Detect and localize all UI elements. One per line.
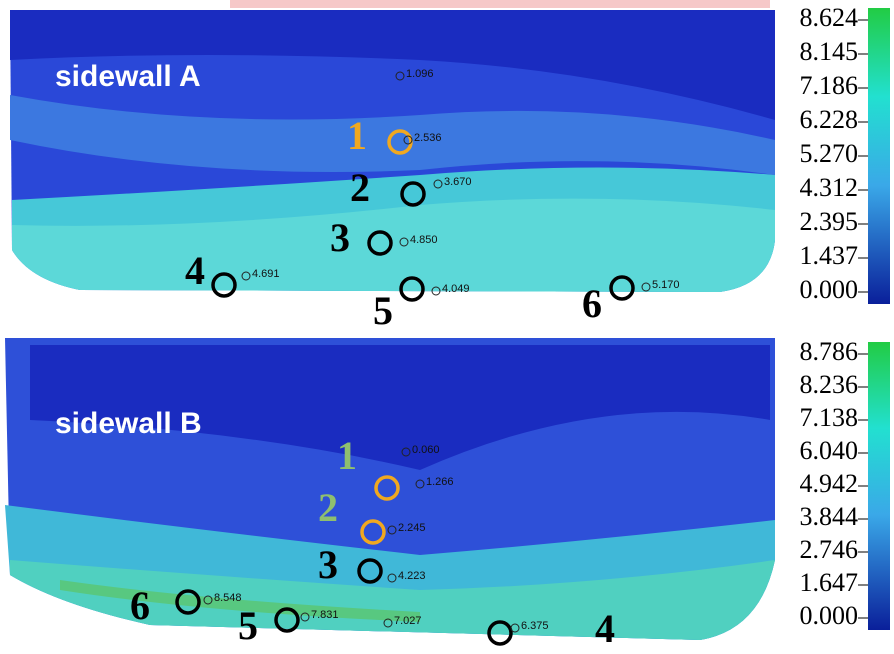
marker-number: 6 — [130, 583, 150, 628]
marker-number: 5 — [373, 288, 393, 333]
marker-number: 6 — [582, 281, 602, 326]
legend-label: 5.270 — [800, 139, 859, 168]
marker-number: 1 — [337, 433, 357, 478]
legend-label: 7.186 — [800, 71, 859, 100]
marker-number: 5 — [238, 603, 258, 648]
probe-value: 4.223 — [398, 570, 426, 582]
marker-number: 2 — [318, 485, 338, 530]
marker-number: 3 — [330, 215, 350, 260]
legend-label: 6.228 — [800, 105, 859, 134]
contour-field-a — [10, 0, 775, 292]
panel-label: sidewall B — [55, 407, 202, 440]
probe-value: 4.691 — [252, 268, 280, 280]
legend-label: 3.844 — [800, 502, 859, 531]
legend-label: 7.138 — [800, 403, 859, 432]
marker-number: 4 — [595, 606, 615, 651]
contour-field-b — [5, 338, 775, 640]
legend-label: 8.786 — [800, 337, 859, 366]
legend-label: 4.312 — [800, 173, 859, 202]
color-bar — [868, 8, 890, 304]
color-bar — [868, 342, 890, 630]
probe-value: 5.170 — [652, 279, 680, 291]
legend-label: 0.000 — [800, 601, 859, 630]
marker-number: 3 — [318, 542, 338, 587]
legend-label: 2.395 — [800, 207, 859, 236]
marker-number: 2 — [350, 165, 370, 210]
marker-number: 4 — [185, 248, 205, 293]
probe-value: 4.850 — [410, 234, 438, 246]
legend-label: 6.040 — [800, 436, 859, 465]
figure: sidewall A 8.624 8.145 7.186 6.228 5.270 4.312… — [0, 0, 894, 654]
probe-value: 2.536 — [414, 132, 442, 144]
probe-value: 4.049 — [442, 283, 470, 295]
legend-label: 1.437 — [800, 241, 859, 270]
legend-label: 8.624 — [800, 3, 859, 32]
probe-value: 2.245 — [398, 522, 426, 534]
probe-value: 0.060 — [412, 444, 440, 456]
probe-value: 7.027 — [394, 615, 422, 627]
legend-label: 0.000 — [800, 275, 859, 304]
legend-label: 8.236 — [800, 370, 859, 399]
probe-value: 6.375 — [521, 620, 549, 632]
legend-label: 2.746 — [800, 535, 859, 564]
legend-label: 1.647 — [800, 568, 859, 597]
probe-value: 3.670 — [444, 176, 472, 188]
panel-label: sidewall A — [55, 60, 201, 93]
marker-number: 1 — [347, 113, 367, 158]
probe-value: 7.831 — [311, 609, 339, 621]
legend-label: 4.942 — [800, 469, 859, 498]
probe-value: 1.266 — [426, 476, 454, 488]
legend-label: 8.145 — [800, 37, 859, 66]
probe-value: 1.096 — [406, 68, 434, 80]
probe-value: 8.548 — [214, 592, 242, 604]
